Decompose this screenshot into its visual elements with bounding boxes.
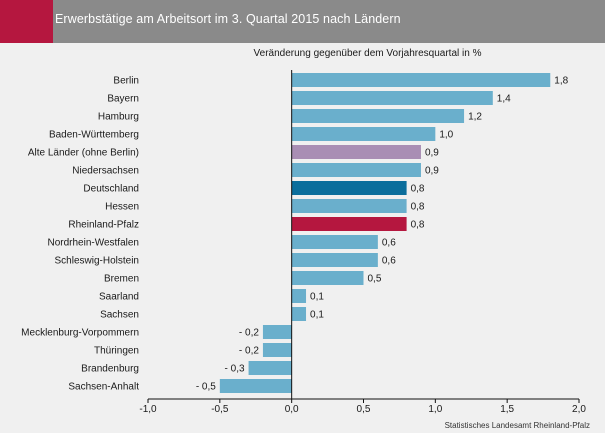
x-axis: -1,0 -0,5 0,0 0,5 1,0 1,5 2,0 (139, 70, 586, 415)
bar (291, 91, 493, 105)
category-label: Saarland (99, 292, 139, 303)
bar (291, 127, 436, 141)
x-tick-label: -1,0 (139, 404, 157, 415)
value-label: - 0,3 (225, 364, 245, 375)
category-label: Hessen (105, 202, 139, 213)
bars-group: Berlin 1,8 Bayern 1,4 Hamburg 1,2 Baden-Württe… (21, 73, 569, 393)
chart-title: Erwerbstätige am Arbeitsort im 3. Quarta… (55, 11, 401, 26)
x-tick-label: 1,5 (500, 404, 514, 415)
value-label: - 0,5 (196, 382, 216, 393)
value-label: 0,6 (382, 256, 396, 267)
bar (291, 271, 364, 285)
category-label: Niedersachsen (72, 166, 139, 177)
bar (291, 235, 378, 249)
category-label: Deutschland (83, 184, 139, 195)
category-label: Mecklenburg-Vorpommern (21, 328, 139, 339)
bar (219, 379, 292, 393)
x-tick-label: 0,0 (285, 404, 299, 415)
bar (291, 145, 421, 159)
category-label: Hamburg (98, 112, 139, 123)
x-tick-label: 1,0 (428, 404, 442, 415)
category-label: Berlin (113, 76, 139, 87)
value-label: 0,8 (411, 202, 425, 213)
value-label: 0,8 (411, 184, 425, 195)
header: Erwerbstätige am Arbeitsort im 3. Quarta… (0, 0, 605, 43)
value-label: 1,2 (468, 112, 482, 123)
value-label: 0,9 (425, 166, 439, 177)
bar (262, 343, 292, 357)
category-label: Sachsen-Anhalt (68, 382, 139, 393)
category-label: Bayern (107, 94, 139, 105)
value-label: 0,1 (310, 310, 324, 321)
bar (291, 163, 421, 177)
category-label: Sachsen (100, 310, 139, 321)
value-label: 0,5 (368, 274, 382, 285)
value-label: 0,1 (310, 292, 324, 303)
category-label: Brandenburg (81, 364, 139, 375)
value-label: 0,6 (382, 238, 396, 249)
value-label: - 0,2 (239, 346, 259, 357)
bar (262, 325, 292, 339)
category-label: Baden-Württemberg (49, 130, 139, 141)
category-label: Nordrhein-Westfalen (47, 238, 139, 249)
category-label: Bremen (104, 274, 139, 285)
category-label: Schleswig-Holstein (55, 256, 139, 267)
category-label: Alte Länder (ohne Berlin) (28, 148, 139, 159)
value-label: 1,8 (554, 76, 568, 87)
bar (291, 217, 407, 231)
bar (291, 181, 407, 195)
header-title-bar: Erwerbstätige am Arbeitsort im 3. Quarta… (53, 0, 605, 43)
bar (248, 361, 292, 375)
value-label: 1,0 (439, 130, 453, 141)
category-label: Thüringen (94, 346, 139, 357)
x-tick-label: -0,5 (211, 404, 229, 415)
header-accent (0, 0, 53, 43)
bar (291, 253, 378, 267)
x-tick-label: 2,0 (572, 404, 586, 415)
bar (291, 109, 465, 123)
category-label: Rheinland-Pfalz (68, 220, 139, 231)
value-label: 0,8 (411, 220, 425, 231)
x-tick-label: 0,5 (357, 404, 371, 415)
bar (291, 73, 551, 87)
bar (291, 289, 307, 303)
source-note: Statistisches Landesamt Rheinland-Pfalz (445, 421, 590, 430)
value-label: 0,9 (425, 148, 439, 159)
value-label: 1,4 (497, 94, 511, 105)
bar (291, 307, 307, 321)
chart-subtitle: Veränderung gegenüber dem Vorjahresquart… (254, 48, 482, 59)
bar (291, 199, 407, 213)
value-label: - 0,2 (239, 328, 259, 339)
